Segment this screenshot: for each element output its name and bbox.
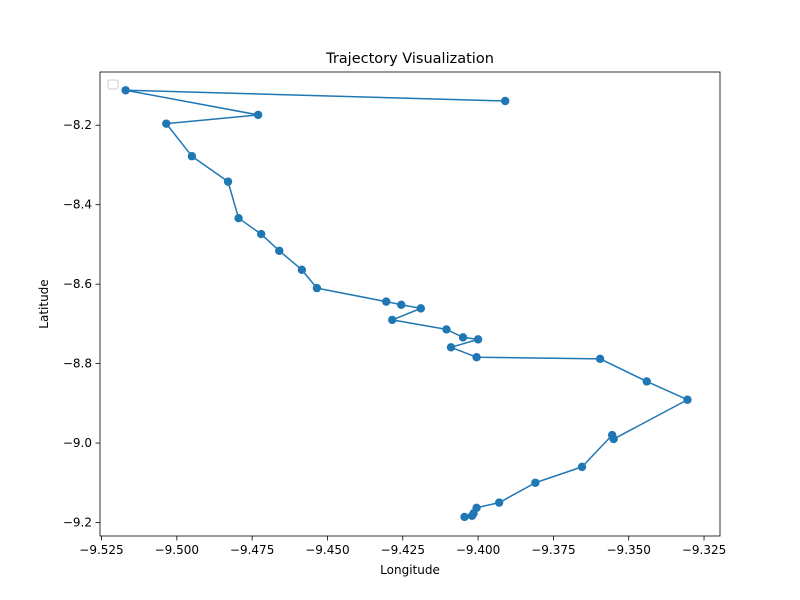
data-point: [469, 509, 478, 518]
y-tick-label: −8.6: [63, 277, 92, 291]
data-point: [312, 283, 322, 293]
x-tick-label: −9.400: [456, 543, 500, 557]
data-point: [223, 177, 233, 186]
data-point: [187, 152, 197, 161]
data-point: [297, 265, 307, 275]
data-point: [494, 498, 504, 507]
data-point: [388, 315, 397, 325]
x-tick-label: −9.375: [531, 543, 575, 557]
x-axis: −9.525 −9.500 −9.475 −9.450 −9.425 −9.400 −9.3…: [79, 536, 726, 557]
x-tick-label: −9.525: [79, 543, 123, 557]
data-point: [162, 119, 171, 128]
series-line: [124, 89, 689, 518]
plot-area: [99, 71, 721, 537]
y-tick-label: −9.0: [63, 436, 92, 450]
x-tick-label: −9.450: [305, 543, 349, 557]
data-point: [473, 335, 483, 344]
data-point: [121, 86, 130, 95]
x-tick-label: −9.475: [230, 543, 274, 557]
x-tick-label: −9.350: [607, 543, 651, 557]
y-tick-label: −8.4: [63, 198, 92, 212]
data-point: [683, 395, 692, 404]
data-point: [397, 300, 406, 309]
data-point: [442, 325, 451, 334]
data-point: [446, 343, 456, 352]
data-point: [460, 512, 469, 522]
data-point: [275, 246, 284, 255]
x-tick-label: −9.500: [155, 543, 199, 557]
x-tick-label: −9.325: [682, 543, 726, 557]
y-axis-title: Latitude: [37, 279, 51, 328]
y-tick-label: −9.2: [63, 515, 92, 529]
legend-box: [107, 79, 119, 90]
data-point: [234, 213, 243, 223]
series-markers: [121, 86, 692, 522]
x-tick-label: −9.425: [381, 543, 425, 557]
data-point: [642, 377, 651, 386]
data-point: [382, 297, 391, 306]
chart-title: Trajectory Visualization: [325, 51, 494, 67]
data-point: [531, 478, 540, 487]
y-tick-label: −8.2: [63, 118, 92, 132]
data-point: [472, 353, 481, 362]
data-point: [256, 229, 266, 239]
data-point: [607, 430, 617, 440]
data-point: [253, 110, 263, 120]
y-axis: −8.2 −8.4 −8.6 −8.8 −9.0 −9.2: [63, 118, 100, 529]
data-point: [416, 304, 426, 313]
data-point: [595, 354, 605, 364]
x-axis-title: Longitude: [380, 563, 440, 577]
data-point: [577, 462, 587, 472]
data-point: [458, 333, 468, 342]
y-tick-label: −8.8: [63, 357, 92, 371]
data-point: [501, 96, 510, 106]
